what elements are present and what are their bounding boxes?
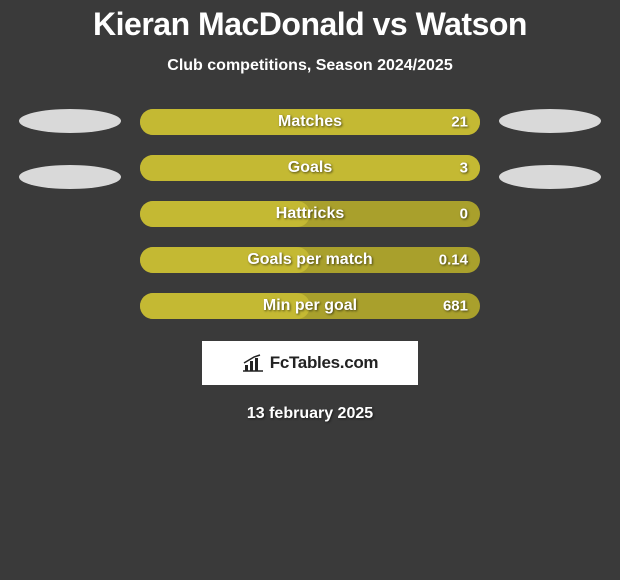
date-line: 13 february 2025 <box>247 405 373 423</box>
stats-area: Matches 21 Goals 3 Hattricks 0 Goals per match… <box>0 109 620 319</box>
page-subtitle: Club competitions, Season 2024/2025 <box>167 57 452 75</box>
bar-value: 21 <box>451 114 468 131</box>
root-container: Kieran MacDonald vs Watson Club competit… <box>0 0 620 423</box>
bar-value: 3 <box>460 160 468 177</box>
bar-label: Goals <box>288 159 332 177</box>
bar-label: Matches <box>278 113 342 131</box>
stat-bar: Goals per match 0.14 <box>140 247 480 273</box>
chart-bars-icon <box>242 354 264 372</box>
bar-label: Hattricks <box>276 205 344 223</box>
logo-text: FcTables.com <box>270 353 379 373</box>
logo-box[interactable]: FcTables.com <box>202 341 418 385</box>
bar-label: Min per goal <box>263 297 357 315</box>
bar-value: 0.14 <box>439 252 468 269</box>
bar-value: 681 <box>443 298 468 315</box>
stat-bar: Goals 3 <box>140 155 480 181</box>
right-ellipse-column <box>490 109 610 189</box>
stat-bar: Hattricks 0 <box>140 201 480 227</box>
bars-column: Matches 21 Goals 3 Hattricks 0 Goals per match… <box>140 109 480 319</box>
left-ellipse-1 <box>19 109 121 133</box>
bar-value: 0 <box>460 206 468 223</box>
stat-bar: Min per goal 681 <box>140 293 480 319</box>
right-ellipse-1 <box>499 109 601 133</box>
page-title: Kieran MacDonald vs Watson <box>93 6 527 43</box>
bar-label: Goals per match <box>247 251 372 269</box>
stat-bar: Matches 21 <box>140 109 480 135</box>
left-ellipse-2 <box>19 165 121 189</box>
right-ellipse-2 <box>499 165 601 189</box>
left-ellipse-column <box>10 109 130 189</box>
